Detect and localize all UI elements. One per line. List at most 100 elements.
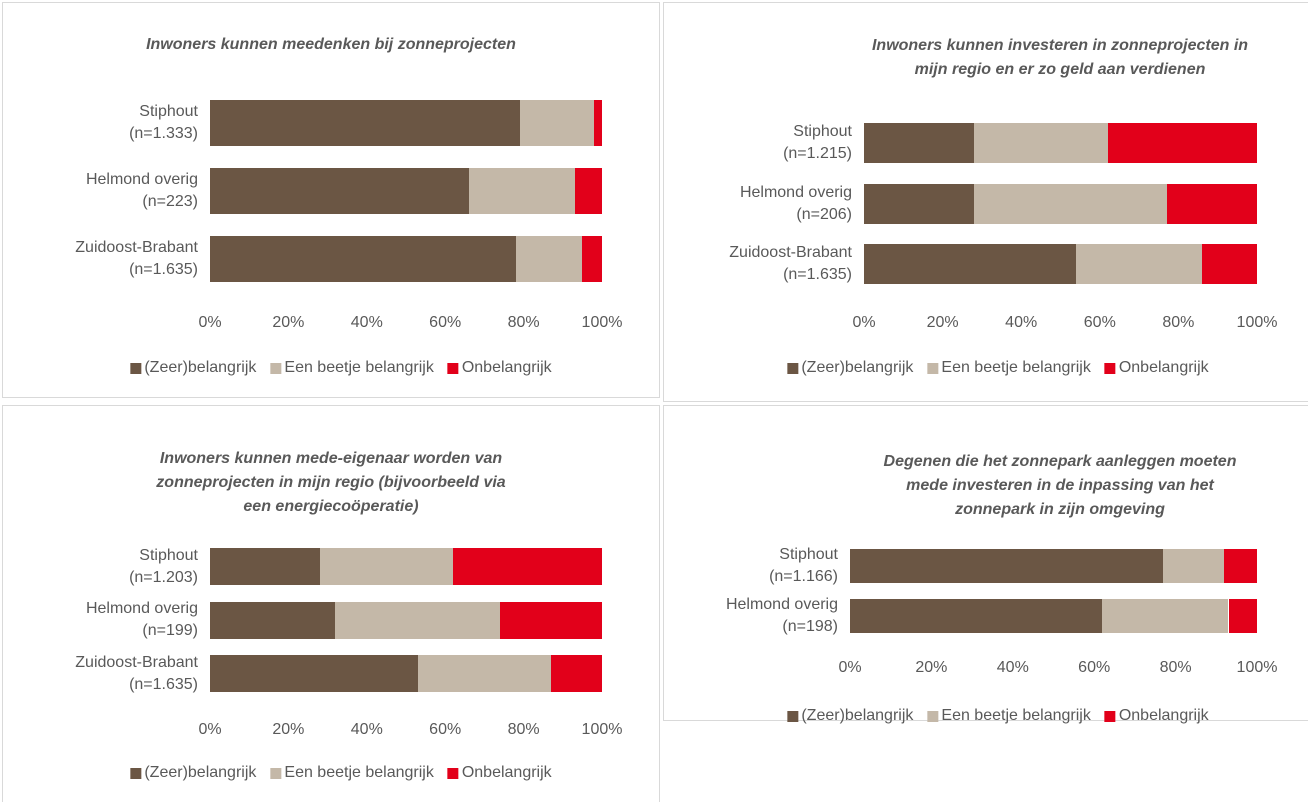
- category-label: Stiphout (n=1.333): [129, 103, 198, 142]
- legend: (Zeer)belangrijk Een beetje belangrijk Onb…: [130, 764, 552, 782]
- bar-segment: [1201, 244, 1257, 284]
- bar-segment: [1076, 244, 1202, 284]
- legend-item: Onbelangrijk: [1104, 359, 1209, 377]
- category-label: Stiphout (n=1.166): [769, 546, 838, 585]
- legend-item: (Zeer)belangrijk: [787, 707, 913, 725]
- bar-segment: [864, 183, 975, 224]
- x-tick-label: 100%: [1236, 314, 1278, 331]
- legend-swatch: [130, 362, 142, 374]
- chart-title: Inwoners kunnen investeren in zonneproje…: [871, 37, 1249, 78]
- x-tick-label: 80%: [507, 314, 540, 331]
- x-tick-label: 20%: [272, 721, 305, 738]
- legend-label: Onbelangrijk: [1118, 359, 1209, 376]
- bar-segment: [210, 100, 520, 146]
- bar-segment: [210, 236, 516, 282]
- legend: (Zeer)belangrijk Een beetje belangrijk Onb…: [787, 359, 1209, 377]
- x-tick-label: 20%: [915, 659, 948, 676]
- legend-item: Onbelangrijk: [447, 764, 552, 782]
- bar-segment: [850, 549, 1164, 583]
- x-tick-label: 40%: [350, 314, 383, 331]
- legend-item: Onbelangrijk: [1104, 707, 1209, 725]
- bar-segment: [1228, 599, 1257, 633]
- legend: (Zeer)belangrijk Een beetje belangrijk Onb…: [787, 707, 1209, 725]
- x-tick-label: 60%: [1083, 314, 1116, 331]
- legend: (Zeer)belangrijk Een beetje belangrijk Onb…: [130, 359, 552, 377]
- legend-swatch: [270, 767, 282, 779]
- legend-label: Een beetje belangrijk: [941, 707, 1091, 724]
- x-tick-label: 80%: [1162, 314, 1195, 331]
- bar-segment: [210, 601, 336, 639]
- bar-segment: [1163, 549, 1225, 583]
- bar-segment: [551, 655, 602, 692]
- legend-label: (Zeer)belangrijk: [144, 359, 257, 376]
- legend-label: Onbelangrijk: [1118, 707, 1209, 724]
- category-label: Helmond overig (n=199): [85, 600, 198, 639]
- legend-item: Een beetje belangrijk: [270, 359, 434, 377]
- legend-swatch: [1104, 710, 1116, 722]
- legend-swatch: [447, 362, 459, 374]
- bar-segment: [468, 168, 575, 214]
- x-tick-label: 40%: [350, 721, 383, 738]
- legend-item: Een beetje belangrijk: [270, 764, 434, 782]
- x-tick-label: 40%: [1005, 314, 1038, 331]
- chart-title: Inwoners kunnen mede-eigenaar worden van…: [156, 450, 506, 515]
- legend-swatch: [447, 767, 459, 779]
- x-tick-label: 40%: [996, 659, 1029, 676]
- bar-segment: [582, 236, 602, 282]
- x-tick-label: 80%: [1159, 659, 1192, 676]
- bar-segment: [850, 599, 1103, 633]
- legend-label: Onbelangrijk: [461, 359, 552, 376]
- legend-item: Een beetje belangrijk: [927, 359, 1091, 377]
- bar-segment: [974, 123, 1108, 163]
- category-label: Helmond overig (n=198): [725, 596, 838, 635]
- bar-segment: [1166, 183, 1257, 224]
- legend-item: Onbelangrijk: [447, 359, 552, 377]
- x-tick-label: 100%: [581, 314, 623, 331]
- category-label: Stiphout (n=1.203): [129, 546, 198, 586]
- legend-swatch: [927, 362, 939, 374]
- legend-swatch: [270, 362, 282, 374]
- legend-label: Een beetje belangrijk: [284, 359, 434, 376]
- x-tick-label: 0%: [838, 659, 862, 676]
- bar-segment: [453, 548, 602, 585]
- category-label: Stiphout (n=1.215): [783, 123, 852, 162]
- x-tick-label: 0%: [198, 721, 222, 738]
- legend-swatch: [1104, 362, 1116, 374]
- category-label: Zuidoost-Brabant (n=1.635): [75, 239, 198, 278]
- bar-segment: [210, 168, 469, 214]
- legend-label: (Zeer)belangrijk: [144, 764, 257, 781]
- bar-segment: [335, 601, 501, 639]
- x-tick-label: 0%: [198, 314, 222, 331]
- legend-item: (Zeer)belangrijk: [787, 359, 913, 377]
- legend-swatch: [787, 362, 799, 374]
- x-tick-label: 60%: [429, 314, 462, 331]
- legend-swatch: [787, 710, 799, 722]
- bar-segment: [319, 548, 454, 585]
- bar-segment: [500, 601, 602, 639]
- legend-item: (Zeer)belangrijk: [130, 359, 256, 377]
- x-tick-label: 60%: [1078, 659, 1111, 676]
- x-tick-label: 0%: [852, 314, 876, 331]
- bar-segment: [1102, 599, 1229, 633]
- legend-label: (Zeer)belangrijk: [801, 359, 914, 376]
- bar-segment: [974, 183, 1167, 224]
- legend-label: Een beetje belangrijk: [941, 359, 1091, 376]
- legend-label: Een beetje belangrijk: [284, 764, 434, 781]
- bar-segment: [864, 244, 1077, 284]
- category-label: Zuidoost-Brabant (n=1.635): [729, 244, 852, 283]
- chart-title: Inwoners kunnen meedenken bij zonneproje…: [146, 36, 516, 53]
- bar-segment: [594, 100, 602, 146]
- chart-title: Degenen die het zonnepark aanleggen moet…: [883, 453, 1237, 518]
- x-tick-label: 100%: [581, 721, 623, 738]
- legend-item: (Zeer)belangrijk: [130, 764, 256, 782]
- category-label: Helmond overig (n=206): [739, 183, 852, 223]
- category-label: Zuidoost-Brabant (n=1.635): [75, 653, 198, 693]
- bar-segment: [210, 548, 320, 585]
- x-tick-label: 20%: [926, 314, 959, 331]
- bar-segment: [515, 236, 583, 282]
- bar-segment: [1224, 549, 1257, 583]
- legend-label: Onbelangrijk: [461, 764, 552, 781]
- legend-swatch: [927, 710, 939, 722]
- bar-segment: [417, 655, 552, 692]
